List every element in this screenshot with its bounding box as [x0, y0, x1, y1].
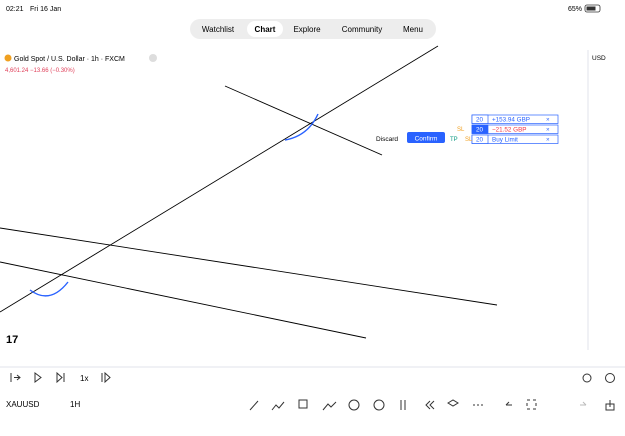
- symbol: Gold Spot / U.S. Dollar · 1h · FXCM: [14, 56, 125, 63]
- date: Fri 16 Jan: [30, 6, 61, 13]
- currency: USD: [592, 55, 606, 62]
- tool[interactable]: [526, 399, 537, 410]
- tool[interactable]: [400, 400, 406, 410]
- confirm[interactable]: Confirm: [415, 136, 438, 143]
- discard[interactable]: Discard: [376, 136, 398, 143]
- confirm-button[interactable]: [407, 132, 445, 143]
- logo: 17: [6, 334, 18, 346]
- tool[interactable]: [348, 399, 360, 411]
- footer-symbol[interactable]: XAUUSD: [6, 400, 40, 409]
- arc: [284, 113, 319, 141]
- footer-interval[interactable]: 1H: [70, 400, 80, 409]
- tab[interactable]: Chart: [255, 25, 276, 34]
- order-close[interactable]: ×: [546, 137, 550, 144]
- trend-line: [0, 45, 439, 313]
- order-close[interactable]: ×: [546, 127, 550, 134]
- trend-line: [224, 85, 383, 156]
- tab[interactable]: Community: [342, 25, 382, 34]
- settings[interactable]: [582, 373, 592, 383]
- play[interactable]: [34, 372, 42, 383]
- order-text: Buy Limit: [492, 137, 518, 144]
- tool[interactable]: [322, 401, 337, 411]
- time: 02:21: [6, 6, 24, 13]
- step[interactable]: [56, 371, 65, 384]
- order-qty-box: [471, 134, 489, 144]
- order-qty-box: [471, 124, 489, 134]
- order-qty: 20: [476, 127, 484, 134]
- tab[interactable]: Watchlist: [202, 25, 235, 34]
- share[interactable]: [605, 400, 615, 411]
- jump-end[interactable]: [101, 371, 111, 384]
- order-qty: 20: [476, 117, 484, 124]
- tool[interactable]: [373, 399, 385, 411]
- active-tab: [247, 21, 283, 37]
- tab[interactable]: Explore: [293, 25, 321, 34]
- battery-text: 65%: [568, 6, 582, 13]
- tool[interactable]: [425, 400, 435, 410]
- toolbar: [249, 399, 615, 411]
- jump-start[interactable]: [10, 373, 21, 382]
- trend-line: [0, 227, 498, 306]
- replay-controls: [10, 371, 615, 384]
- order-qty-box: [471, 114, 489, 124]
- close[interactable]: [605, 373, 615, 383]
- sl[interactable]: SL: [465, 137, 473, 143]
- order-text: −21.52 GBP: [492, 127, 526, 134]
- drawings: [0, 45, 498, 339]
- quote: 4,601.24 −13.66 (−0.30%): [5, 68, 75, 74]
- battery-level: [586, 6, 596, 11]
- tp[interactable]: TP: [450, 137, 458, 143]
- tool[interactable]: [271, 401, 285, 411]
- tool[interactable]: [298, 399, 308, 409]
- battery: [584, 4, 601, 13]
- tool[interactable]: [447, 399, 459, 407]
- tool[interactable]: [249, 400, 259, 411]
- arc: [29, 281, 69, 297]
- tool[interactable]: [505, 401, 512, 406]
- trend-line: [0, 261, 367, 339]
- sl[interactable]: SL: [457, 127, 465, 133]
- tool[interactable]: [580, 401, 587, 406]
- symbol-icon: [4, 54, 12, 62]
- tab[interactable]: Menu: [403, 25, 423, 34]
- add-button[interactable]: [149, 54, 157, 62]
- speed[interactable]: 1x: [80, 374, 88, 383]
- order-qty: 20: [476, 137, 484, 144]
- order-close[interactable]: ×: [546, 117, 550, 124]
- order-text: +153.94 GBP: [492, 117, 530, 124]
